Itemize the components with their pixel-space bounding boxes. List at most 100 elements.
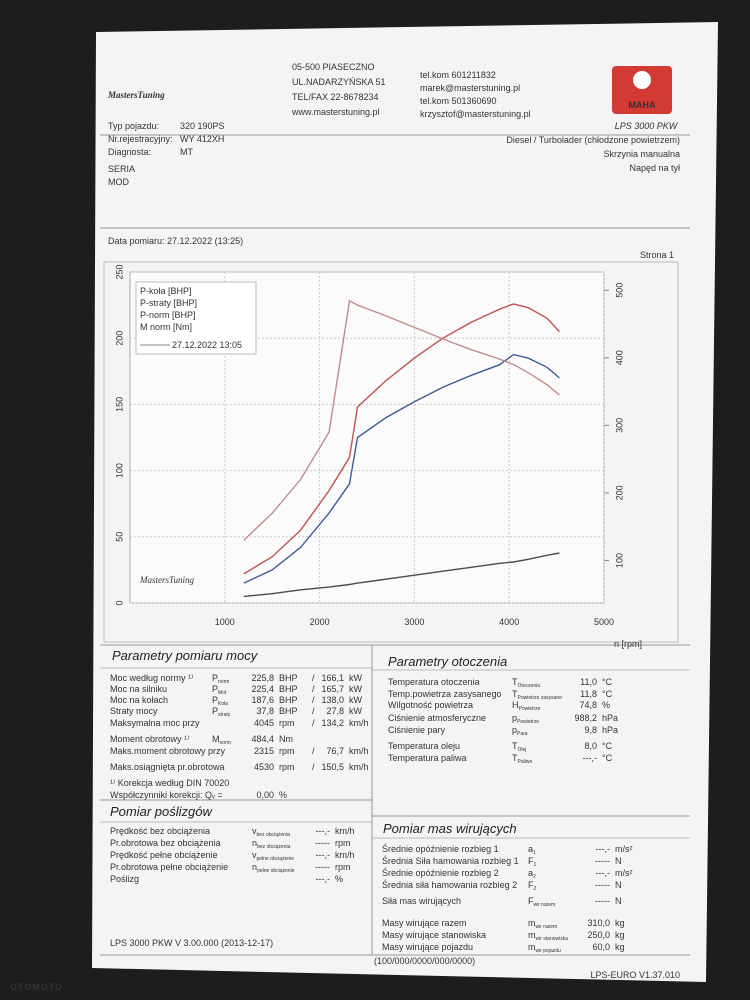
- row-symbol: nbez obciążenia: [252, 838, 291, 850]
- y-tick-label: 200: [114, 331, 124, 346]
- row-sep: /: [312, 695, 315, 705]
- row-label: Moment obrotowy ¹⁾: [110, 734, 189, 744]
- legend-label: P-koła [BHP]: [140, 286, 192, 296]
- x-tick-label: 4000: [499, 617, 519, 627]
- symbol-sub: Powietrze zasysane: [518, 695, 563, 701]
- row-unit: m/s²: [615, 844, 633, 854]
- symbol-sub: wir razem: [534, 902, 556, 908]
- legend-label: P-norm [BHP]: [140, 310, 196, 320]
- row-unit: BHP: [279, 684, 298, 694]
- row-label: Średnie opóźnienie rozbieg 1: [382, 843, 499, 854]
- x-tick-label: 5000: [594, 617, 614, 627]
- row-label: Siła mas wirujących: [382, 896, 461, 906]
- row-sep: /: [312, 706, 315, 716]
- address-line: UL.NADARZYŃSKA 51: [292, 77, 386, 87]
- maha-emblem: [633, 71, 651, 89]
- row-value: 4045: [254, 718, 274, 728]
- row-label: Maksymalna moc przy: [110, 718, 200, 728]
- symbol: P: [212, 695, 218, 705]
- row-value: 9,8: [584, 725, 597, 735]
- row-symbol: a2: [528, 868, 536, 880]
- model: LPS 3000 PKW: [615, 121, 679, 131]
- x-axis-label: n [rpm]: [614, 639, 642, 649]
- symbol: v: [252, 850, 257, 860]
- symbol: F: [528, 856, 534, 866]
- row-label: Współczynniki korekcji: Qᵥ =: [110, 790, 223, 800]
- row-unit: N: [615, 896, 622, 906]
- row-label: Moc według normy ¹⁾: [110, 673, 193, 683]
- row-label: Ciśnienie atmosferyczne: [388, 713, 486, 723]
- symbol: P: [212, 706, 218, 716]
- note-line: SERIA: [108, 164, 135, 174]
- symbol: m: [528, 918, 536, 928]
- legend-label: M norm [Nm]: [140, 322, 192, 332]
- row-unit: rpm: [279, 746, 295, 756]
- row-value: 37,8: [256, 706, 274, 716]
- contact-line: marek@masterstuning.pl: [420, 83, 520, 93]
- y-tick-label: 0: [114, 600, 124, 605]
- row-unit: km/h: [349, 746, 369, 756]
- symbol: v: [252, 826, 257, 836]
- measurement-date: Data pomiaru: 27.12.2022 (13:25): [108, 236, 243, 246]
- brand: MAHA: [629, 100, 656, 110]
- series-line: [243, 353, 560, 584]
- y2-tick-label: 400: [614, 350, 624, 365]
- row-unit: kW: [349, 695, 363, 705]
- row-value: 11,0: [580, 677, 597, 687]
- row-unit: hPa: [602, 725, 618, 735]
- symbol: F: [528, 880, 534, 890]
- row-unit: km/h: [349, 718, 369, 728]
- row-unit: °C: [602, 689, 613, 699]
- row-unit: %: [602, 700, 610, 710]
- symbol: P: [212, 684, 218, 694]
- row-value: 138,0: [321, 695, 344, 705]
- symbol: M: [212, 734, 220, 744]
- y-tick-label: 100: [114, 463, 124, 478]
- symbol-sub: wir pojazdu: [536, 948, 562, 954]
- field-label: Diagnosta:: [108, 147, 151, 157]
- row-unit: kg: [615, 942, 625, 952]
- contact-line: tel.kom 601211832: [420, 70, 496, 80]
- row-label: Prędkość bez obciążenia: [110, 826, 210, 836]
- row-symbol: npełne obciążenie: [252, 862, 295, 874]
- row-unit: °C: [602, 753, 613, 763]
- row-unit: BHP: [279, 673, 298, 683]
- symbol: T: [512, 689, 518, 699]
- row-label: Temperatura oleju: [388, 741, 460, 751]
- note-line: MOD: [108, 177, 129, 187]
- row-label: Pr.obrotowa bez obciążenia: [110, 838, 221, 848]
- row-sep: /: [312, 684, 315, 694]
- y2-tick-label: 500: [614, 283, 624, 298]
- row-unit: rpm: [335, 862, 351, 872]
- row-unit: %: [279, 790, 287, 800]
- symbol-sub: norm: [218, 679, 229, 685]
- row-value: 2315: [254, 746, 274, 756]
- row-value: -----: [595, 856, 610, 866]
- section-title: Pomiar poślizgów: [110, 804, 213, 819]
- row-sep: /: [312, 762, 315, 772]
- row-value: ---,-: [596, 868, 611, 878]
- row-unit: kW: [349, 673, 363, 683]
- row-value: 76,7: [326, 746, 344, 756]
- series-line: [243, 552, 560, 598]
- chart-frame: [103, 261, 679, 643]
- row-value: 165,7: [321, 684, 344, 694]
- row-value: 8,0: [584, 741, 597, 751]
- row-symbol: TPowietrze zasysane: [512, 689, 562, 701]
- row-value: 166,1: [321, 673, 344, 683]
- symbol: T: [512, 741, 518, 751]
- footer-text: (100/000/0000/000/0000): [374, 956, 475, 966]
- symbol: n: [252, 838, 257, 848]
- symbol: m: [528, 942, 536, 952]
- row-value: 60,0: [592, 942, 610, 952]
- row-symbol: mwir stanowiska: [528, 930, 568, 942]
- row-value: 27,8: [326, 706, 344, 716]
- row-label: Ciśnienie pary: [388, 725, 446, 735]
- row-value: ---,-: [316, 874, 331, 884]
- symbol-sub: bez obciążenia: [257, 844, 291, 850]
- symbol-sub: Powietrze: [517, 719, 539, 725]
- row-value: 225,8: [251, 673, 274, 683]
- row-label: Temperatura paliwa: [388, 753, 467, 763]
- row-value: ---,-: [316, 826, 331, 836]
